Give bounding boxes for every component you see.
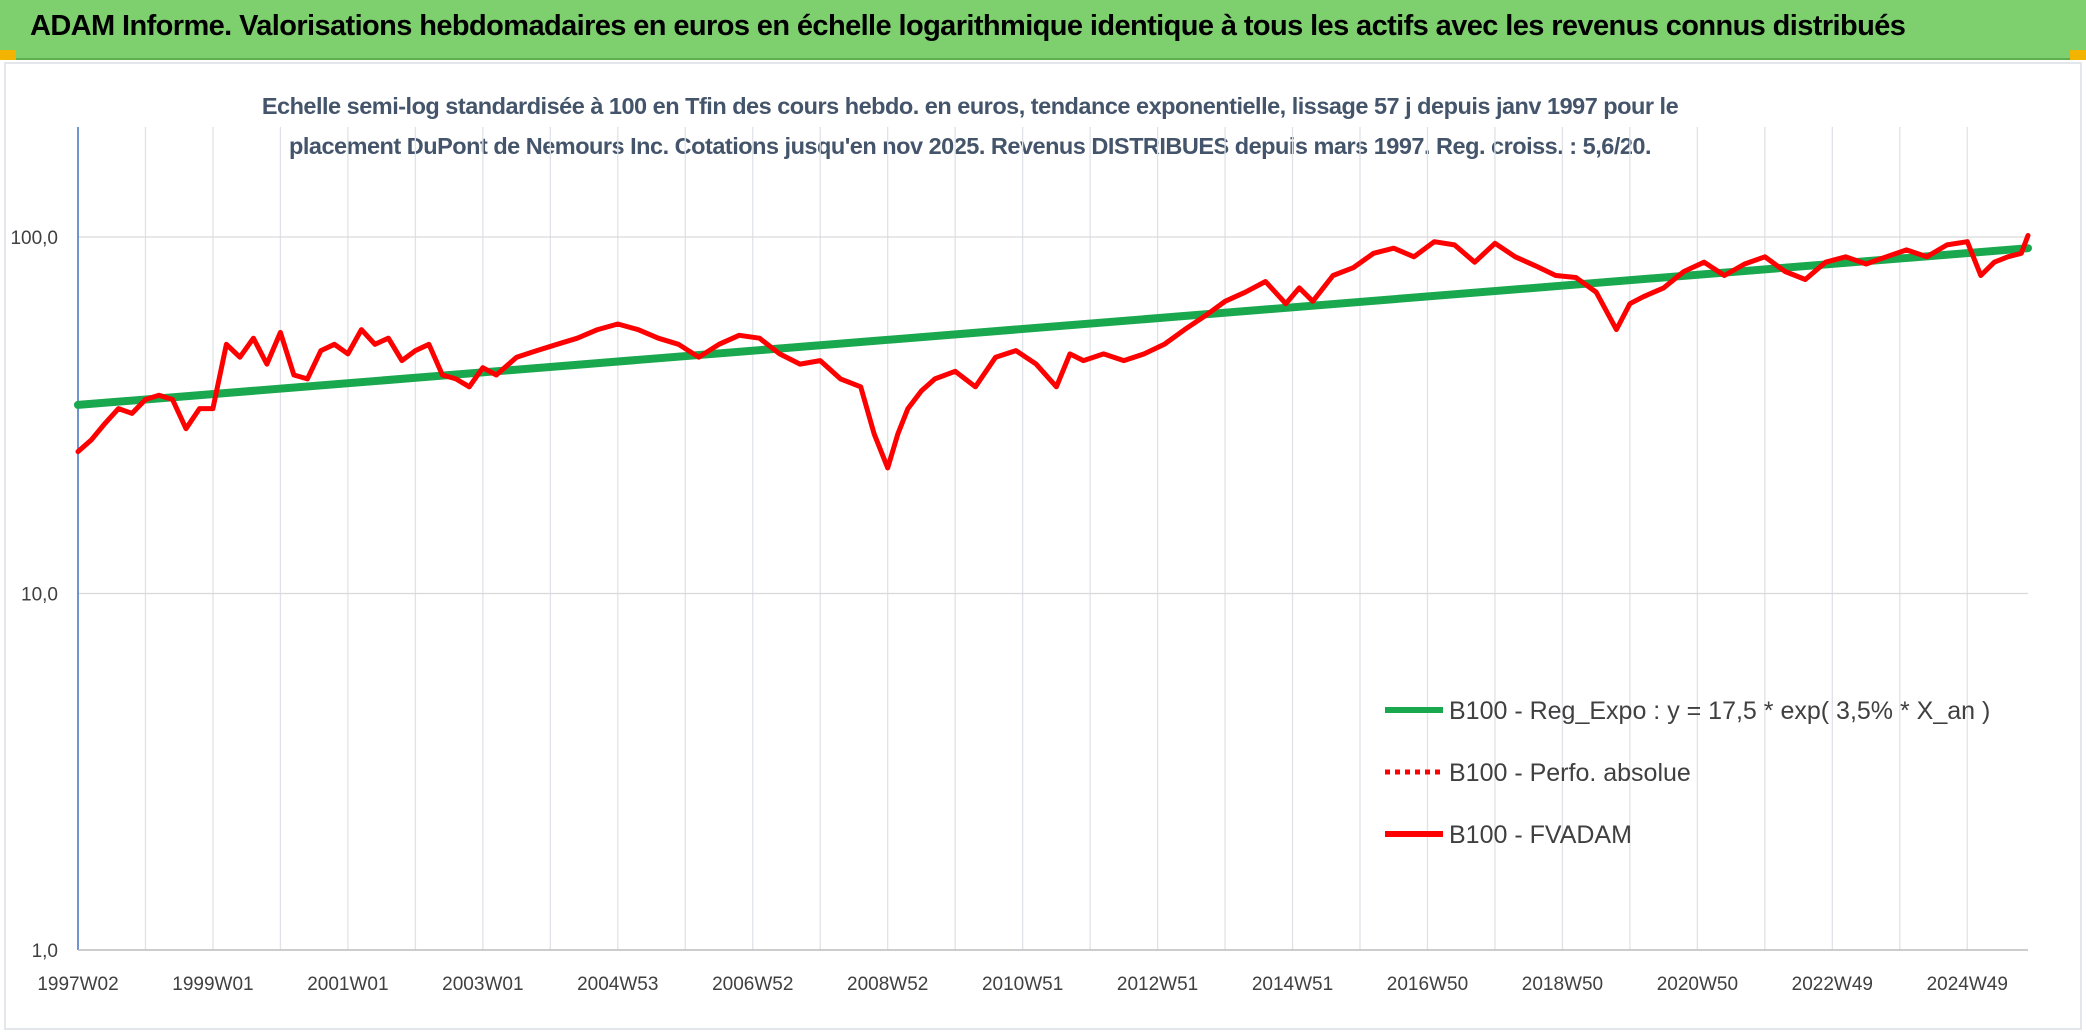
chart-title: Echelle semi-log standardisée à 100 en T…: [180, 86, 1760, 166]
y-tick-label: 10,0: [21, 585, 58, 606]
x-tick-label: 2022W49: [1792, 974, 1873, 995]
x-tick-label: 2001W01: [307, 974, 388, 995]
y-tick-label: 100,0: [10, 228, 58, 249]
chart-area: [4, 62, 2082, 1030]
header-banner: ADAM Informe. Valorisations hebdomadaire…: [0, 0, 2086, 60]
grid-lines: [77, 127, 2028, 951]
fvadam-line: [75, 233, 2031, 471]
chart-title-line-1: Echelle semi-log standardisée à 100 en T…: [261, 93, 1679, 119]
x-tick-label: 2004W53: [577, 974, 658, 995]
axes: [77, 127, 2028, 951]
x-tick-label: 2020W50: [1657, 974, 1738, 995]
x-tick-label: 2024W49: [1927, 974, 2008, 995]
x-tick-label: 1997W02: [37, 974, 118, 995]
x-tick-label: 2016W50: [1387, 974, 1468, 995]
legend-label: B100 - FVADAM: [1449, 821, 1632, 849]
chart-title-line-2: placement DuPont de Nemours Inc. Cotatio…: [288, 133, 1652, 159]
x-tick-label: 2006W52: [712, 974, 793, 995]
x-tick-label: 2012W51: [1117, 974, 1198, 995]
x-tick-label: 2008W52: [847, 974, 928, 995]
report-title: ADAM Informe. Valorisations hebdomadaire…: [30, 10, 1906, 42]
series: [74, 233, 2032, 471]
corner-marker-right: [2070, 50, 2086, 60]
x-tick-label: 2018W50: [1522, 974, 1603, 995]
x-tick-label: 2014W51: [1252, 974, 1333, 995]
x-tick-label: 2010W51: [982, 974, 1063, 995]
trend-line: [74, 244, 2032, 409]
legend-label: B100 - Perfo. absolue: [1449, 759, 1691, 787]
tick-labels: 100,0 10,0 1,0 1997W02 1999W01 2001W01 2003W01…: [10, 228, 2007, 995]
x-tick-label: 1999W01: [172, 974, 253, 995]
y-tick-label: 1,0: [32, 941, 58, 962]
legend-label: B100 - Reg_Expo : y = 17,5 * exp( 3,5% *…: [1449, 697, 1990, 725]
corner-marker-left: [0, 50, 16, 60]
legend: B100 - Reg_Expo : y = 17,5 * exp( 3,5% *…: [1385, 697, 1990, 849]
x-tick-label: 2003W01: [442, 974, 523, 995]
